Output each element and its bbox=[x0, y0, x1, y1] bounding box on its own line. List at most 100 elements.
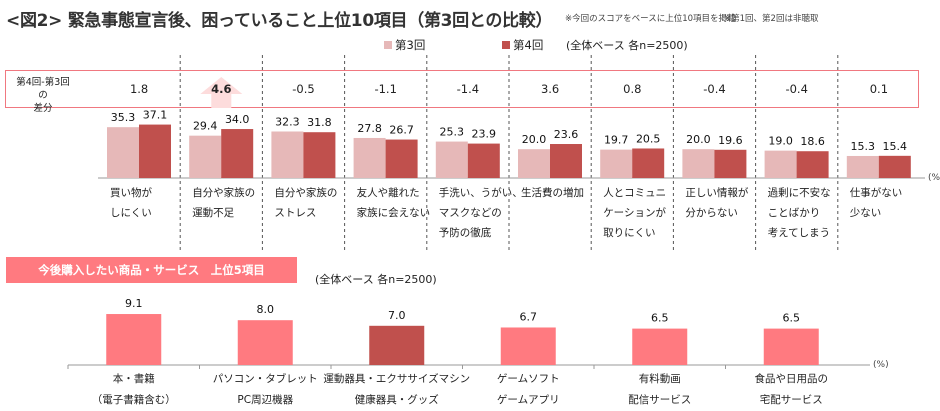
chart2-value-label: 6.7 bbox=[520, 310, 538, 323]
chart1-unit-label: (%) bbox=[928, 173, 940, 183]
category-label-line: 少ない bbox=[849, 207, 882, 219]
chart2-category-label: 本・書籍 （電子書籍含む） bbox=[59, 369, 209, 411]
value-label-round4: 26.7 bbox=[389, 124, 414, 137]
difference-row-box bbox=[5, 70, 919, 108]
chart2-category-label-line: 本・書籍 bbox=[112, 373, 155, 385]
value-label-round3: 25.3 bbox=[440, 126, 465, 139]
difference-value: 1.8 bbox=[129, 82, 149, 96]
bar-round4 bbox=[139, 124, 171, 178]
value-label-round4: 18.6 bbox=[800, 135, 825, 148]
category-label-line: 手洗い、うがい、 bbox=[438, 187, 523, 199]
difference-value: 4.6 bbox=[211, 82, 232, 96]
note-top10: ※今回のスコアをベースに上位10項目を掲載 bbox=[565, 14, 736, 24]
category-label-line: 考えてしまう bbox=[767, 227, 831, 239]
difference-value: -1.4 bbox=[456, 82, 480, 96]
chart2-value-label: 9.1 bbox=[125, 297, 143, 310]
legend-swatch-round4 bbox=[502, 41, 510, 49]
bar-round4 bbox=[467, 143, 500, 178]
category-label-line: 買い物が bbox=[110, 187, 152, 199]
category-label: 正しい情報が 分からない bbox=[685, 183, 748, 223]
chart2-bar bbox=[106, 314, 162, 365]
chart2-base-note: (全体ベース 各n=2500) bbox=[315, 273, 437, 286]
category-label-line: マスクなどの bbox=[438, 207, 502, 219]
difference-value: -1.1 bbox=[374, 82, 397, 96]
category-label: 仕事がない 少ない bbox=[850, 183, 903, 223]
category-label-line: 正しい情報が bbox=[685, 187, 749, 199]
bar-round4 bbox=[550, 144, 582, 178]
chart2-category-label-line: （電子書籍含む） bbox=[91, 394, 176, 406]
chart2-value-label: 7.0 bbox=[388, 309, 406, 322]
category-label-line: ケーションが bbox=[603, 207, 666, 219]
value-label-round3: 20.0 bbox=[522, 133, 547, 146]
legend-label-round3: 第3回 bbox=[395, 38, 426, 52]
bar-round4 bbox=[303, 132, 336, 178]
chart2-category-label: 運動器具・エクササイズマシン 健康器具・グッズ bbox=[322, 369, 472, 411]
chart1-base-note: (全体ベース 各n=2500) bbox=[566, 39, 688, 52]
value-label-round4: 23.9 bbox=[472, 128, 497, 141]
bar-round3 bbox=[518, 149, 550, 178]
bar-round3 bbox=[435, 141, 468, 178]
chart2-bar bbox=[763, 328, 819, 365]
category-label-line: 家族に会えない bbox=[356, 207, 431, 219]
chart2-category-label-line: 食品や日用品の bbox=[754, 373, 829, 385]
value-label-round3: 29.4 bbox=[193, 120, 218, 133]
difference-row-label-line2: 差分 bbox=[33, 103, 53, 114]
category-label: 人とコミュニ ケーションが 取りにくい bbox=[603, 183, 666, 243]
section2-banner: 今後購入したい商品・サービス 上位5項目 bbox=[6, 257, 297, 283]
value-label-round4: 23.6 bbox=[554, 128, 579, 141]
bar-round4 bbox=[796, 151, 829, 178]
category-label-line: 過剰に不安な bbox=[767, 187, 831, 199]
bar-round4 bbox=[385, 139, 418, 178]
difference-value: -0.4 bbox=[785, 82, 808, 96]
category-label-line: ことばかり bbox=[767, 207, 821, 219]
difference-row-label-line1: 第4回-第3回の bbox=[16, 77, 70, 101]
chart2-value-label: 6.5 bbox=[651, 312, 669, 325]
value-label-round4: 37.1 bbox=[143, 109, 168, 122]
bar-round4 bbox=[714, 149, 747, 178]
category-label-line: 友人や離れた bbox=[356, 187, 420, 199]
chart2-bar bbox=[237, 320, 293, 365]
bar-round3 bbox=[353, 137, 386, 178]
category-label: 自分や家族の 運動不足 bbox=[192, 183, 255, 223]
chart2-bar bbox=[500, 327, 556, 365]
chart2-bar bbox=[632, 328, 688, 365]
chart2-category-label-line: 健康器具・グッズ bbox=[354, 394, 439, 406]
increase-arrow-icon bbox=[200, 77, 243, 108]
difference-value: 0.1 bbox=[869, 82, 889, 96]
category-label-line: ストレス bbox=[274, 207, 317, 219]
legend-swatch-round3 bbox=[384, 41, 392, 49]
bar-round4 bbox=[878, 155, 911, 178]
value-label-round3: 15.3 bbox=[851, 140, 876, 153]
legend-round3: 第3回 bbox=[384, 37, 425, 53]
category-label: 生活費の増加 bbox=[521, 183, 584, 203]
value-label-round3: 27.8 bbox=[357, 122, 382, 135]
chart2-category-label-line: パソコン・タブレット bbox=[212, 373, 318, 385]
category-label-line: 仕事がない bbox=[849, 187, 903, 199]
bar-round3 bbox=[600, 149, 633, 178]
legend-label-round4: 第4回 bbox=[513, 38, 544, 52]
chart2-value-label: 6.5 bbox=[783, 312, 801, 325]
difference-value: 3.6 bbox=[540, 82, 560, 96]
difference-row-label: 第4回-第3回の 差分 bbox=[12, 76, 74, 115]
chart2-category-label-line: ゲームアプリ bbox=[496, 394, 560, 406]
category-label: 友人や離れた 家族に会えない bbox=[357, 183, 431, 223]
category-label-line: 自分や家族の bbox=[274, 187, 338, 199]
value-label-round3: 32.3 bbox=[275, 115, 300, 128]
bar-round3 bbox=[189, 135, 222, 178]
legend-round4: 第4回 bbox=[502, 37, 543, 53]
bar-round3 bbox=[846, 155, 879, 178]
chart2-category-label: 食品や日用品の 宅配サービス bbox=[716, 369, 866, 411]
bar-round4 bbox=[221, 129, 254, 178]
chart2-category-label-line: 有料動画 bbox=[638, 373, 681, 385]
value-label-round4: 34.0 bbox=[225, 113, 250, 126]
chart2-category-label: ゲームソフト ゲームアプリ bbox=[453, 369, 603, 411]
note-not-asked: ※第1回、第2回は非聴取 bbox=[724, 14, 819, 24]
chart2-unit-label: (%) bbox=[873, 360, 889, 370]
chart2-category-label-line: 配信サービス bbox=[628, 394, 692, 406]
chart2-category-label: パソコン・タブレット PC周辺機器 bbox=[190, 369, 340, 411]
category-label-line: 分からない bbox=[685, 207, 738, 219]
category-label: 自分や家族の ストレス bbox=[274, 183, 337, 223]
value-label-round4: 31.8 bbox=[307, 116, 332, 129]
chart2-category-label: 有料動画配信サービス bbox=[585, 369, 735, 411]
